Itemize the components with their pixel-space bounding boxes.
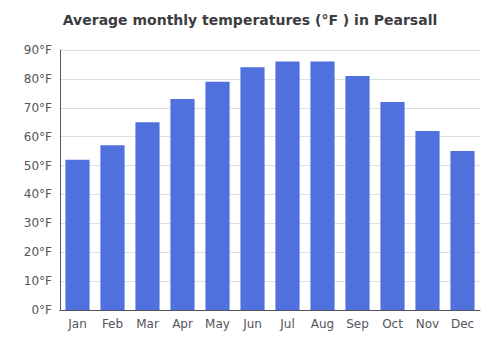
svg-text:50°F: 50°F [24, 159, 52, 173]
svg-text:30°F: 30°F [24, 216, 52, 230]
svg-text:Apr: Apr [172, 317, 193, 331]
svg-text:Oct: Oct [382, 317, 403, 331]
svg-text:40°F: 40°F [24, 187, 52, 201]
svg-text:90°F: 90°F [24, 43, 52, 57]
svg-text:80°F: 80°F [24, 72, 52, 86]
svg-text:Mar: Mar [136, 317, 159, 331]
svg-text:0°F: 0°F [31, 303, 52, 317]
svg-text:Jan: Jan [67, 317, 87, 331]
svg-text:70°F: 70°F [24, 101, 52, 115]
svg-text:60°F: 60°F [24, 130, 52, 144]
svg-text:Jul: Jul [279, 317, 294, 331]
svg-text:Feb: Feb [102, 317, 123, 331]
svg-text:Jun: Jun [242, 317, 262, 331]
svg-text:10°F: 10°F [24, 274, 52, 288]
svg-text:20°F: 20°F [24, 245, 52, 259]
svg-text:Dec: Dec [451, 317, 474, 331]
svg-text:Average monthly temperatures (: Average monthly temperatures (°F ) in Pe… [63, 12, 437, 28]
svg-text:Sep: Sep [346, 317, 369, 331]
svg-text:Nov: Nov [416, 317, 439, 331]
svg-text:May: May [205, 317, 230, 331]
svg-text:Aug: Aug [311, 317, 334, 331]
